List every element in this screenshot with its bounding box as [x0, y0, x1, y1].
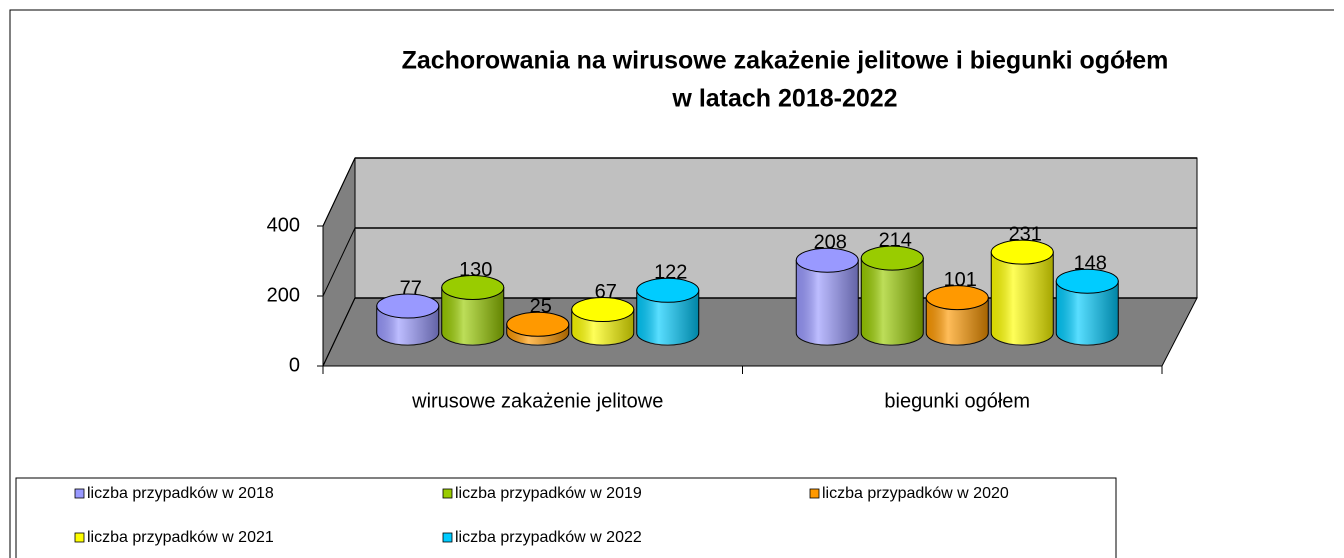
- cylinder-shade: [991, 252, 1054, 345]
- data-label: 208: [814, 231, 847, 253]
- legend-swatch: [809, 488, 820, 499]
- data-label: 214: [879, 229, 912, 251]
- legend-label: liczba przypadków w 2021: [87, 529, 274, 546]
- data-label: 101: [944, 269, 977, 291]
- x-tick-label: wirusowe zakażenie jelitowe: [411, 390, 663, 412]
- cylinder-shade: [926, 297, 989, 345]
- legend-swatch: [74, 532, 85, 543]
- y-tick-label: 0: [289, 354, 300, 376]
- cylinder: [571, 297, 635, 346]
- cylinder-top: [441, 275, 505, 300]
- cylinder: [506, 311, 570, 346]
- cylinder-top: [1055, 268, 1119, 294]
- x-tick-label: biegunki ogółem: [884, 390, 1030, 412]
- y-tick-label: 200: [267, 284, 300, 306]
- cylinder-shade: [636, 290, 699, 345]
- legend-label: liczba przypadków w 2020: [822, 485, 1009, 502]
- data-label: 231: [1009, 223, 1042, 245]
- cylinder: [441, 275, 505, 346]
- cylinder: [376, 293, 440, 346]
- cylinder: [795, 247, 859, 346]
- data-label: 148: [1074, 252, 1107, 274]
- data-label: 67: [595, 281, 617, 303]
- cylinder-top: [506, 311, 570, 337]
- cylinder-top: [925, 285, 989, 311]
- legend-swatch: [442, 532, 453, 543]
- cylinder-top: [571, 297, 635, 323]
- cylinder: [860, 245, 924, 346]
- cylinder-shade: [441, 287, 504, 345]
- cylinder-top: [636, 277, 700, 303]
- legend-swatch: [442, 488, 453, 499]
- cylinder-shade: [861, 258, 924, 345]
- cylinder: [925, 285, 989, 346]
- legend: [15, 477, 1117, 558]
- legend-label: liczba przypadków w 2018: [87, 485, 274, 502]
- grid-line: [322, 227, 356, 297]
- cylinder-top: [795, 247, 859, 273]
- cylinder-shade: [796, 260, 859, 345]
- y-tick-label: 400: [267, 214, 300, 236]
- legend-label: liczba przypadków w 2019: [455, 485, 642, 502]
- legend-label: liczba przypadków w 2022: [455, 529, 642, 546]
- data-label: 77: [400, 277, 422, 299]
- cylinder-shade: [1056, 281, 1119, 345]
- chart-title: w latach 2018-2022: [671, 85, 897, 113]
- cylinder: [636, 277, 700, 346]
- cylinder-top: [990, 239, 1054, 265]
- cylinder-top: [860, 245, 924, 271]
- chart-title: Zachorowania na wirusowe zakażenie jelit…: [402, 47, 1169, 75]
- legend-swatch: [74, 488, 85, 499]
- data-label: 130: [459, 259, 492, 281]
- cylinder: [990, 239, 1054, 346]
- grid-line: [322, 157, 356, 227]
- cylinder: [1055, 268, 1119, 346]
- cylinder-top: [376, 293, 440, 319]
- data-label: 25: [530, 296, 552, 318]
- frame: [9, 9, 1334, 558]
- grid-line: [322, 297, 356, 367]
- data-label: 122: [654, 262, 687, 284]
